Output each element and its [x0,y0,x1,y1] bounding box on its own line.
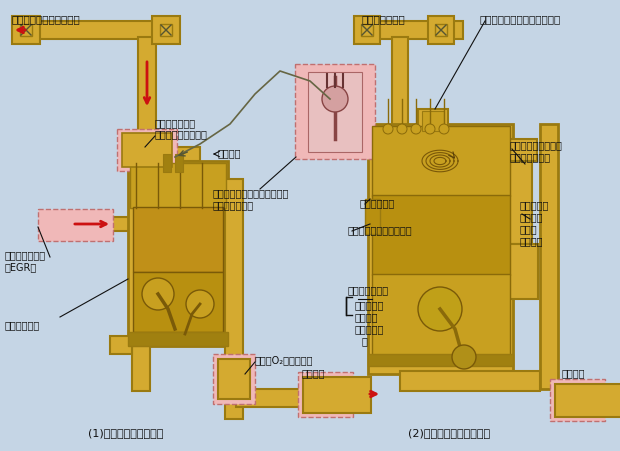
Bar [138,38,156,133]
Circle shape [142,278,174,310]
Bar [308,73,362,152]
Text: バルブ・タイミングの最適化: バルブ・タイミングの最適化 [480,14,561,24]
Bar [510,244,538,299]
Bar [110,336,132,354]
Bar [368,22,463,40]
Circle shape [383,125,393,135]
Bar [428,17,454,45]
Bar [225,179,243,374]
Text: 燃焼室の改良: 燃焼室の改良 [5,319,40,329]
Bar [128,332,228,346]
Bar [400,371,540,391]
Bar [130,164,226,208]
Bar [372,196,510,276]
Bar [361,25,373,37]
Text: 排気再循環装置: 排気再循環装置 [5,249,46,259]
Bar [418,110,448,135]
Text: 副燃焼室の形状変更: 副燃焼室の形状変更 [510,140,563,150]
Circle shape [186,290,214,318]
Text: エアクリーナー: エアクリーナー [362,14,405,24]
Bar [175,155,183,173]
Bar [295,65,375,160]
Bar [128,161,228,346]
Text: コントローラー: コントローラー [213,199,254,210]
Bar [550,379,605,421]
Bar [117,130,177,172]
Text: （空気）エアクリーナー: （空気）エアクリーナー [12,14,81,24]
Bar [152,17,180,45]
Circle shape [418,287,462,331]
Text: ・噴射量: ・噴射量 [355,311,378,321]
Text: ・噴射時期: ・噴射時期 [355,299,384,309]
Bar [20,25,32,37]
Text: 主燃焼室の: 主燃焼室の [520,199,549,210]
Text: （副燃焼室式）: （副燃焼室式） [510,152,551,161]
Circle shape [439,125,449,135]
Bar [12,17,40,45]
Circle shape [322,87,348,113]
Bar [422,112,444,132]
Text: キャブレター，: キャブレター， [155,118,196,128]
Text: マフラー: マフラー [302,367,326,377]
Bar [38,210,113,241]
Text: ・噴射圧力: ・噴射圧力 [355,323,384,333]
Text: 形状変更: 形状変更 [520,212,544,221]
Bar [155,147,200,161]
Text: （直接: （直接 [520,224,538,234]
Circle shape [425,125,435,135]
Text: 燃料噴射の改良: 燃料噴射の改良 [348,285,389,295]
Bar [55,217,165,231]
Bar [505,140,537,161]
Bar [368,354,513,366]
Bar [392,38,408,126]
Text: 触媒，O₂センサー等: 触媒，O₂センサー等 [255,354,314,364]
Text: イグニッション・タイミング: イグニッション・タイミング [213,188,290,198]
Bar [372,274,510,356]
Circle shape [452,345,476,369]
Bar [372,127,510,197]
Bar [133,207,223,272]
Text: （EGR）: （EGR） [5,262,37,272]
Bar [160,25,172,37]
Bar [28,22,176,40]
Bar [236,389,331,407]
Bar [163,155,171,173]
Bar [354,17,380,45]
Bar [435,25,447,37]
Bar [555,384,620,417]
Bar [132,346,150,391]
Bar [368,125,513,374]
Text: 吸気口の改良: 吸気口の改良 [360,198,396,207]
Bar [122,133,172,168]
Bar [225,374,243,419]
Bar [298,372,353,417]
Bar [213,354,255,404]
Text: 等: 等 [362,335,368,345]
Circle shape [397,125,407,135]
Text: （燃料）: （燃料） [218,147,242,158]
Bar [133,272,223,332]
Bar [218,359,250,399]
Text: (1)ガソリン・エンジン: (1)ガソリン・エンジン [88,427,164,437]
Bar [365,199,380,235]
Circle shape [411,125,421,135]
Text: 噴射式）: 噴射式） [520,235,544,245]
Text: マフラー: マフラー [562,367,585,377]
Text: (2)ディーゼル・エンジン: (2)ディーゼル・エンジン [408,427,490,437]
Bar [303,377,371,413]
Text: 過流（スワール）の強化: 過流（スワール）の強化 [348,225,413,235]
Bar [510,155,532,244]
Text: 燃料噴射装置の改良: 燃料噴射装置の改良 [155,129,208,139]
Bar [540,125,558,389]
